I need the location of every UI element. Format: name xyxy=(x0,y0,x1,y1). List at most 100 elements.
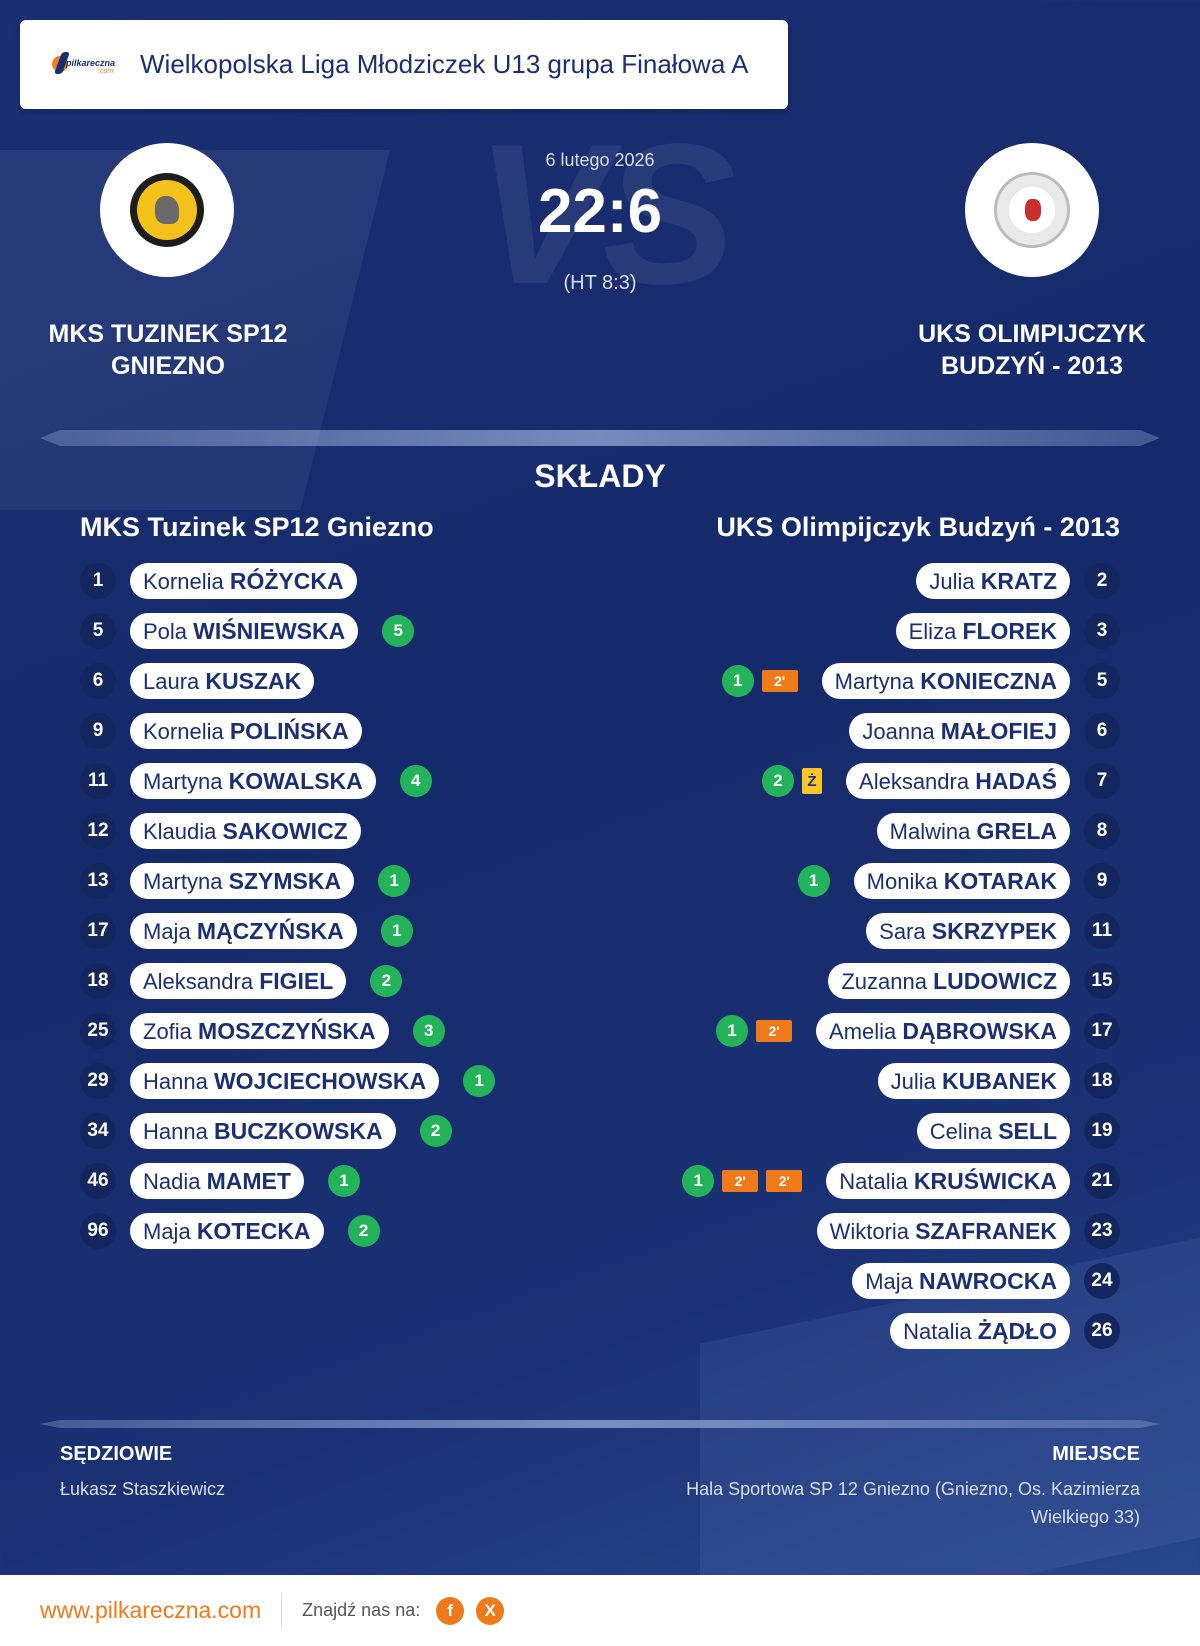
player-first-name: Kornelia xyxy=(143,719,224,744)
goals-badge: 3 xyxy=(412,1015,445,1047)
player-name[interactable]: Maja KOTECKA xyxy=(130,1213,324,1249)
away-roster: Julia KRATZ 2 Eliza FLOREK 3 1 2' Martyna KONI… xyxy=(674,556,1120,1356)
player-row: 1 2' Amelia DĄBROWSKA 17 xyxy=(674,1006,1120,1056)
player-last-name: SAKOWICZ xyxy=(222,818,348,844)
player-name[interactable]: Martyna KONIECZNA xyxy=(821,663,1070,699)
player-name[interactable]: Julia KUBANEK xyxy=(877,1063,1070,1099)
home-roster-title: MKS Tuzinek SP12 Gniezno xyxy=(80,512,434,542)
shirt-number: 15 xyxy=(1084,963,1120,999)
player-last-name: KUBANEK xyxy=(942,1068,1057,1094)
player-first-name: Malwina xyxy=(889,819,971,844)
player-name[interactable]: Martyna SZYMSKA xyxy=(130,863,355,899)
player-last-name: MAŁOFIEJ xyxy=(940,718,1057,744)
goals-badge: 5 xyxy=(382,615,415,647)
goals-badge: 2 xyxy=(347,1215,380,1247)
website-link[interactable]: www.pilkareczna.com xyxy=(40,1597,262,1623)
player-name[interactable]: Natalia KRUŚWICKA xyxy=(826,1163,1070,1199)
player-row: 2 Ż Aleksandra HADAŚ 7 xyxy=(674,756,1120,806)
player-first-name: Kornelia xyxy=(143,569,224,594)
player-name[interactable]: Sara SKRZYPEK xyxy=(866,913,1070,949)
league-header: pilkareczna .com Wielkopolska Liga Młodz… xyxy=(20,20,788,109)
player-last-name: POLIŃSKA xyxy=(229,718,349,744)
x-icon[interactable]: X xyxy=(476,1596,505,1625)
shirt-number: 17 xyxy=(1084,1013,1120,1049)
player-last-name: SZYMSKA xyxy=(228,868,342,894)
referees-label: SĘDZIOWIE xyxy=(60,1443,173,1465)
player-first-name: Hanna xyxy=(143,1119,208,1144)
player-name[interactable]: Kornelia RÓŻYCKA xyxy=(130,563,357,599)
player-stats: 1 2' xyxy=(708,1015,793,1047)
player-name[interactable]: Eliza FLOREK xyxy=(895,613,1070,649)
player-name[interactable]: Laura KUSZAK xyxy=(130,663,315,699)
shirt-number: 23 xyxy=(1084,1213,1120,1249)
player-first-name: Aleksandra xyxy=(143,969,254,994)
player-first-name: Julia xyxy=(890,1069,936,1094)
player-last-name: SELL xyxy=(998,1118,1057,1144)
shirt-number: 8 xyxy=(1084,813,1120,849)
shirt-number: 18 xyxy=(80,963,116,999)
home-team-logo xyxy=(100,143,234,277)
goals-badge: 1 xyxy=(716,1015,749,1047)
player-name[interactable]: Wiktoria SZAFRANEK xyxy=(816,1213,1070,1249)
shirt-number: 25 xyxy=(80,1013,116,1049)
player-first-name: Zofia xyxy=(143,1019,192,1044)
shirt-number: 9 xyxy=(80,713,116,749)
player-name[interactable]: Klaudia SAKOWICZ xyxy=(130,813,361,849)
player-name[interactable]: Hanna BUCZKOWSKA xyxy=(130,1113,396,1149)
player-row: 29 Hanna WOJCIECHOWSKA 1 xyxy=(80,1056,496,1106)
halftime-score: (HT 8:3) xyxy=(563,272,637,294)
player-name[interactable]: Kornelia POLIŃSKA xyxy=(130,713,362,749)
yellow-card-badge: Ż xyxy=(802,768,823,794)
shirt-number: 5 xyxy=(80,613,116,649)
player-last-name: HADAŚ xyxy=(975,768,1057,794)
away-team-crest xyxy=(994,172,1070,248)
goals-badge: 2 xyxy=(370,965,403,997)
player-last-name: KOTECKA xyxy=(196,1218,311,1244)
goals-badge: 1 xyxy=(682,1165,715,1197)
player-row: 5 Pola WIŚNIEWSKA 5 xyxy=(80,606,495,656)
player-name[interactable]: Natalia ŻĄDŁO xyxy=(890,1313,1070,1349)
player-name[interactable]: Amelia DĄBROWSKA xyxy=(816,1013,1070,1049)
away-roster-title: UKS Olimpijczyk Budzyń - 2013 xyxy=(716,512,1120,542)
pilkareczna-logo[interactable]: pilkareczna .com xyxy=(50,50,120,80)
player-last-name: KONIECZNA xyxy=(920,668,1057,694)
player-row: Celina SELL 19 xyxy=(674,1106,1120,1156)
player-row: Joanna MAŁOFIEJ 6 xyxy=(674,706,1120,756)
player-row: Zuzanna LUDOWICZ 15 xyxy=(674,956,1120,1006)
player-name[interactable]: Zuzanna LUDOWICZ xyxy=(828,963,1070,999)
player-name[interactable]: Celina SELL xyxy=(916,1113,1070,1149)
player-row: 18 Aleksandra FIGIEL 2 xyxy=(80,956,495,1006)
player-name[interactable]: Monika KOTARAK xyxy=(853,863,1070,899)
shirt-number: 19 xyxy=(1084,1113,1120,1149)
player-name[interactable]: Julia KRATZ xyxy=(916,563,1070,599)
player-name[interactable]: Hanna WOJCIECHOWSKA xyxy=(130,1063,440,1099)
suspension-badge: 2' xyxy=(756,1020,793,1042)
shirt-number: 1 xyxy=(80,563,116,599)
vs-watermark: VS xyxy=(475,103,736,326)
player-first-name: Martyna xyxy=(834,669,915,694)
player-name[interactable]: Nadia MAMET xyxy=(130,1163,304,1199)
player-name[interactable]: Aleksandra FIGIEL xyxy=(130,963,347,999)
shirt-number: 29 xyxy=(80,1063,116,1099)
player-name[interactable]: Pola WIŚNIEWSKA xyxy=(130,613,359,649)
goals-badge: 2 xyxy=(419,1115,452,1147)
player-name[interactable]: Maja MĄCZYŃSKA xyxy=(130,913,357,949)
player-name[interactable]: Joanna MAŁOFIEJ xyxy=(849,713,1070,749)
referees-names: Łukasz Staszkiewicz xyxy=(60,1479,226,1499)
player-last-name: WOJCIECHOWSKA xyxy=(213,1068,427,1094)
goals-badge: 1 xyxy=(463,1065,496,1097)
player-last-name: FLOREK xyxy=(962,618,1057,644)
player-name[interactable]: Maja NAWROCKA xyxy=(852,1263,1070,1299)
player-name[interactable]: Aleksandra HADAŚ xyxy=(846,763,1070,799)
shirt-number: 7 xyxy=(1084,763,1120,799)
player-name[interactable]: Zofia MOSZCZYŃSKA xyxy=(130,1013,389,1049)
player-stats: 1 xyxy=(790,865,830,897)
facebook-icon[interactable]: f xyxy=(436,1596,465,1625)
shirt-number: 96 xyxy=(80,1213,116,1249)
player-name[interactable]: Martyna KOWALSKA xyxy=(130,763,376,799)
player-last-name: DĄBROWSKA xyxy=(902,1018,1057,1044)
player-first-name: Natalia xyxy=(839,1169,908,1194)
player-stats: 1 2' 2' xyxy=(674,1165,803,1197)
lineups-title: SKŁADY xyxy=(534,458,666,494)
player-name[interactable]: Malwina GRELA xyxy=(876,813,1070,849)
